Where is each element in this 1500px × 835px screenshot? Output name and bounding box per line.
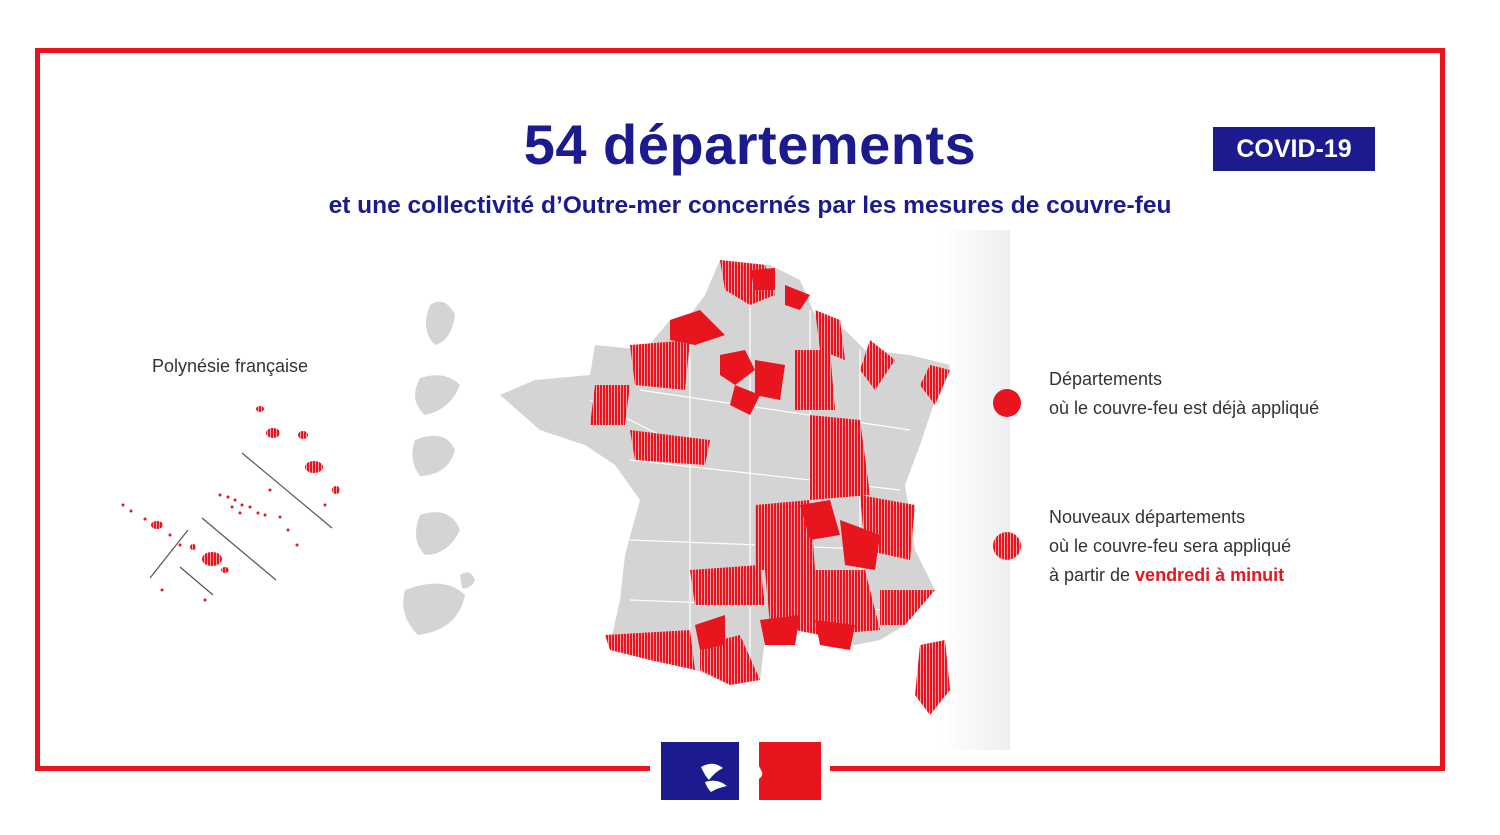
- polynesia-label: Polynésie française: [151, 356, 309, 376]
- legend-new-emphasis: vendredi à minuit: [1135, 565, 1285, 585]
- legend-applied-line2: où le couvre-feu est déjà appliqué: [1049, 398, 1320, 418]
- legend-new-marker: [993, 532, 1021, 560]
- legend-new: Nouveaux départements où le couvre-feu s…: [1049, 503, 1291, 590]
- republic-logo: [661, 742, 821, 800]
- legend-new-line2: où le couvre-feu sera appliqué: [1049, 536, 1292, 556]
- polynesia-inset-map: [121, 406, 340, 602]
- legend-new-line1: Nouveaux départements: [1049, 507, 1246, 527]
- page-subtitle: et une collectivité d’Outre-mer concerné…: [328, 192, 1172, 219]
- legend-applied: Départements où le couvre-feu est déjà a…: [1049, 365, 1319, 423]
- page-title: 54 départements: [523, 113, 977, 176]
- legend-new-line3: à partir de vendredi à minuit: [1049, 561, 1291, 590]
- legend-applied-line1: Départements: [1049, 369, 1163, 389]
- legend-applied-marker: [993, 389, 1021, 417]
- legend-new-line3-prefix: à partir de: [1049, 565, 1136, 585]
- covid-badge: COVID-19: [1213, 127, 1375, 171]
- applied-curfew-departments: [670, 268, 880, 650]
- france-map: [403, 260, 950, 715]
- new-curfew-departments: [590, 260, 950, 715]
- map-shadow: [940, 230, 1010, 750]
- overseas-islands: [403, 301, 475, 635]
